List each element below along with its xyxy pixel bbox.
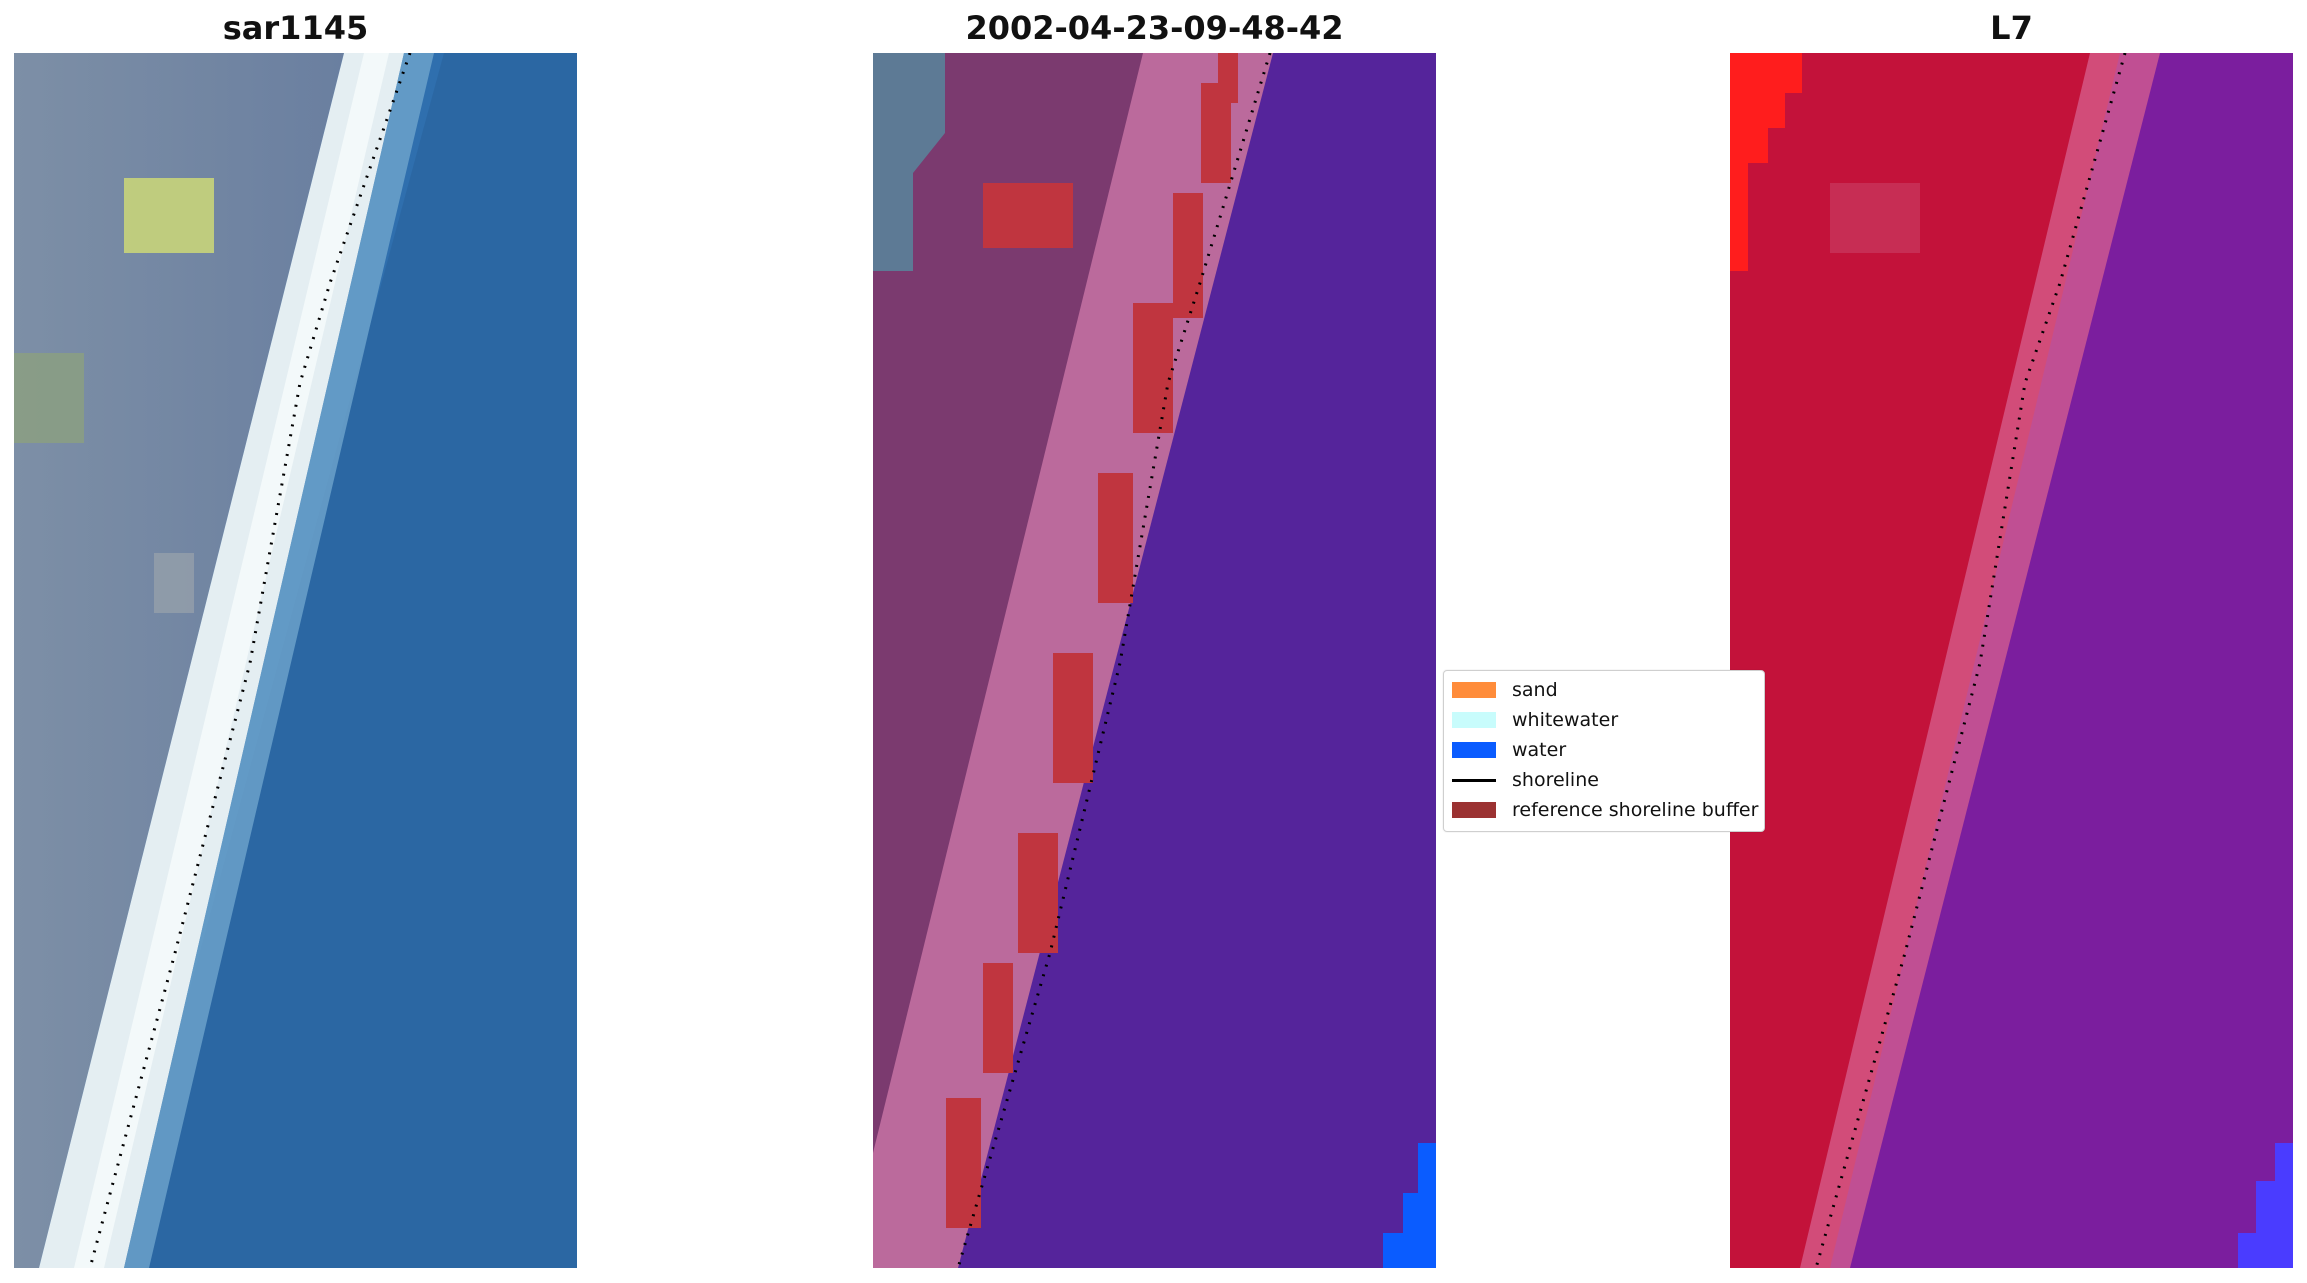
legend-item-shoreline: shoreline	[1452, 765, 1599, 795]
legend-item-whitewater: whitewater	[1452, 705, 1618, 735]
index-image-panel	[1730, 53, 2293, 1268]
reference-buffer-swatch	[1452, 802, 1496, 818]
panel-title-classified: 2002-04-23-09-48-42	[965, 9, 1344, 47]
rgb-image-panel	[14, 53, 577, 1268]
water-swatch	[1452, 742, 1496, 758]
rgb-image	[14, 53, 577, 1268]
legend-label: water	[1512, 739, 1567, 761]
legend: sand whitewater water shoreline referenc…	[1443, 670, 1765, 832]
legend-item-water: water	[1452, 735, 1566, 765]
index-image	[1730, 53, 2293, 1268]
legend-item-reference-shoreline-buffer: reference shoreline buffer	[1452, 795, 1758, 825]
classified-image-panel	[873, 53, 1436, 1268]
legend-label: reference shoreline buffer	[1512, 799, 1759, 821]
sand-swatch	[1452, 682, 1496, 698]
legend-item-sand: sand	[1452, 675, 1558, 705]
shoreline-line-swatch	[1452, 778, 1496, 782]
panel-title-rgb: sar1145	[222, 9, 369, 47]
legend-label: whitewater	[1512, 709, 1619, 731]
legend-label: shoreline	[1512, 769, 1599, 791]
panel-title-index: L7	[1990, 9, 2033, 47]
legend-label: sand	[1512, 679, 1558, 701]
classified-image	[873, 53, 1436, 1268]
whitewater-swatch	[1452, 712, 1496, 728]
